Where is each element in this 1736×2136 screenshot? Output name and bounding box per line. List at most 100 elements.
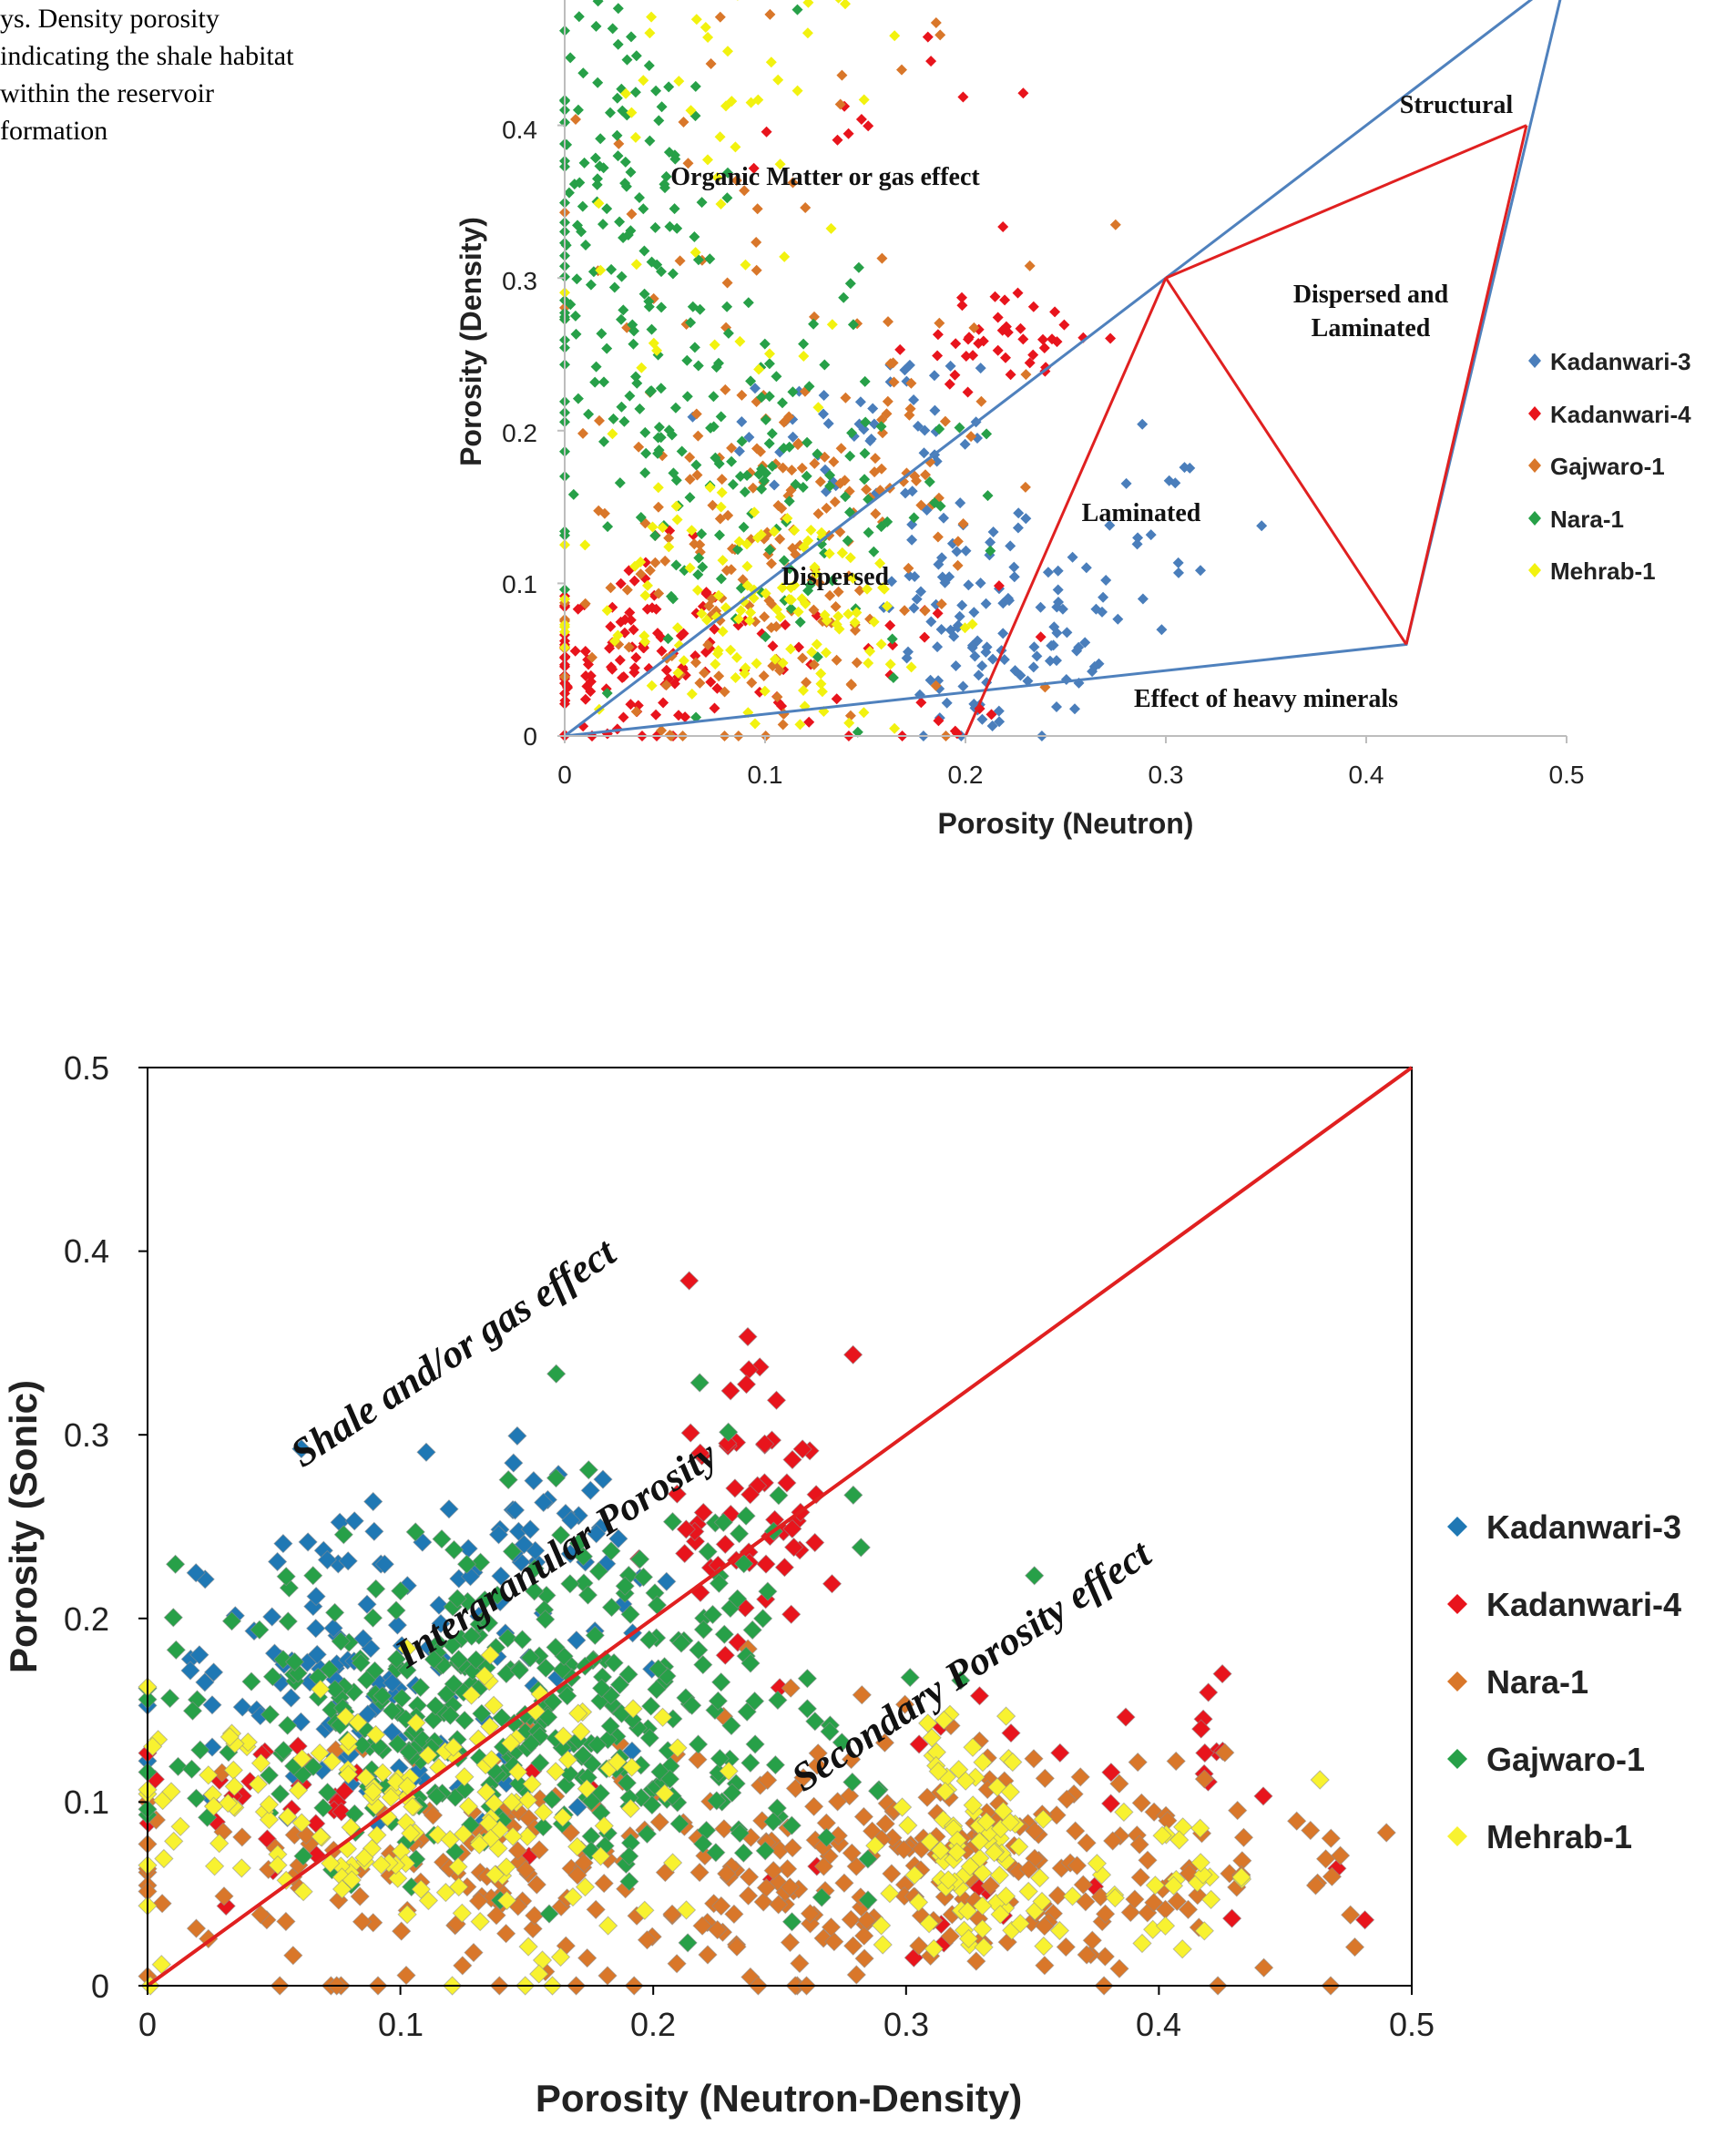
data-point	[887, 672, 899, 683]
data-point	[444, 1737, 464, 1757]
data-point	[273, 1533, 293, 1554]
data-point	[803, 1796, 824, 1817]
data-point	[1130, 1867, 1151, 1887]
chart2-one-to-one-line	[146, 1066, 1414, 1988]
chart2-y-tick: 0.1	[64, 1783, 109, 1821]
data-point	[373, 1763, 393, 1783]
data-point	[787, 431, 799, 443]
data-point	[579, 598, 591, 609]
data-point	[832, 610, 844, 622]
data-point	[753, 1892, 773, 1912]
caption-line: within the reservoir	[0, 78, 214, 108]
data-point	[716, 486, 728, 498]
data-point	[371, 1855, 392, 1875]
data-point	[325, 1679, 345, 1700]
data-point	[291, 1748, 312, 1769]
data-point	[993, 705, 1005, 717]
data-point	[630, 706, 642, 718]
data-point	[168, 1756, 189, 1777]
data-point	[771, 691, 783, 703]
data-point	[816, 531, 828, 543]
data-point	[423, 1805, 444, 1825]
data-point	[1002, 326, 1014, 338]
data-point	[649, 1812, 670, 1833]
data-point	[783, 593, 795, 605]
data-point	[764, 8, 776, 20]
data-point	[765, 1754, 786, 1775]
data-point	[752, 94, 764, 106]
data-point	[781, 1912, 802, 1932]
data-point	[221, 1610, 242, 1631]
data-point	[594, 1815, 615, 1836]
data-point	[932, 641, 944, 653]
data-point	[530, 1753, 550, 1773]
data-point	[708, 391, 720, 403]
data-point	[693, 1834, 713, 1855]
data-point	[453, 1956, 473, 1976]
data-point	[759, 338, 771, 350]
data-point	[714, 1819, 734, 1839]
data-point	[1034, 1936, 1054, 1957]
data-point	[782, 1837, 802, 1858]
data-point	[620, 1798, 641, 1819]
data-point	[448, 1650, 469, 1670]
data-point	[1033, 1809, 1054, 1829]
data-point	[844, 710, 856, 721]
legend-marker	[1528, 511, 1541, 526]
data-point	[811, 567, 822, 579]
data-point	[1060, 674, 1072, 685]
data-point	[823, 547, 835, 559]
data-point	[685, 105, 697, 117]
data-point	[758, 1581, 778, 1601]
data-point	[672, 667, 684, 679]
data-point	[585, 1625, 606, 1646]
data-point	[1047, 639, 1059, 651]
data-point	[844, 450, 856, 462]
data-point	[920, 1832, 940, 1852]
data-point	[900, 1667, 920, 1688]
data-point	[546, 1364, 567, 1384]
data-point	[754, 1434, 775, 1455]
data-point	[780, 1932, 801, 1953]
data-point	[882, 1864, 902, 1884]
data-point	[982, 490, 994, 502]
data-point	[573, 11, 585, 23]
data-point	[591, 179, 603, 190]
data-point	[609, 1674, 630, 1695]
data-point	[801, 470, 812, 482]
chart1-y-tick: 0	[523, 722, 537, 751]
data-point	[1129, 1835, 1149, 1855]
data-point	[553, 1807, 573, 1827]
data-point	[785, 643, 797, 655]
chart1-x-tick: 0.4	[1349, 761, 1384, 789]
legend-marker	[1447, 1517, 1467, 1537]
data-point	[273, 1740, 294, 1761]
data-point	[161, 1782, 181, 1802]
data-point	[715, 411, 727, 423]
data-point	[883, 316, 894, 328]
data-point	[533, 1802, 554, 1823]
data-point	[626, 31, 637, 43]
data-point	[935, 624, 947, 635]
data-point	[808, 318, 820, 330]
data-point	[606, 263, 618, 275]
boundary-line-red	[964, 277, 1168, 737]
data-point	[647, 521, 659, 533]
data-point	[557, 1686, 577, 1706]
data-point	[619, 178, 631, 189]
data-point	[769, 479, 781, 491]
data-point	[311, 1826, 331, 1847]
data-point	[751, 658, 762, 669]
data-point	[853, 261, 864, 273]
data-point	[972, 1896, 993, 1916]
data-point	[710, 659, 721, 670]
legend-marker	[1447, 1671, 1467, 1691]
data-point	[717, 626, 729, 638]
data-point	[432, 1528, 452, 1549]
data-point	[617, 1773, 638, 1794]
data-point	[653, 422, 665, 433]
data-point	[594, 160, 606, 172]
data-point	[416, 1442, 436, 1463]
data-point	[365, 1579, 386, 1599]
data-point	[1322, 1866, 1343, 1886]
